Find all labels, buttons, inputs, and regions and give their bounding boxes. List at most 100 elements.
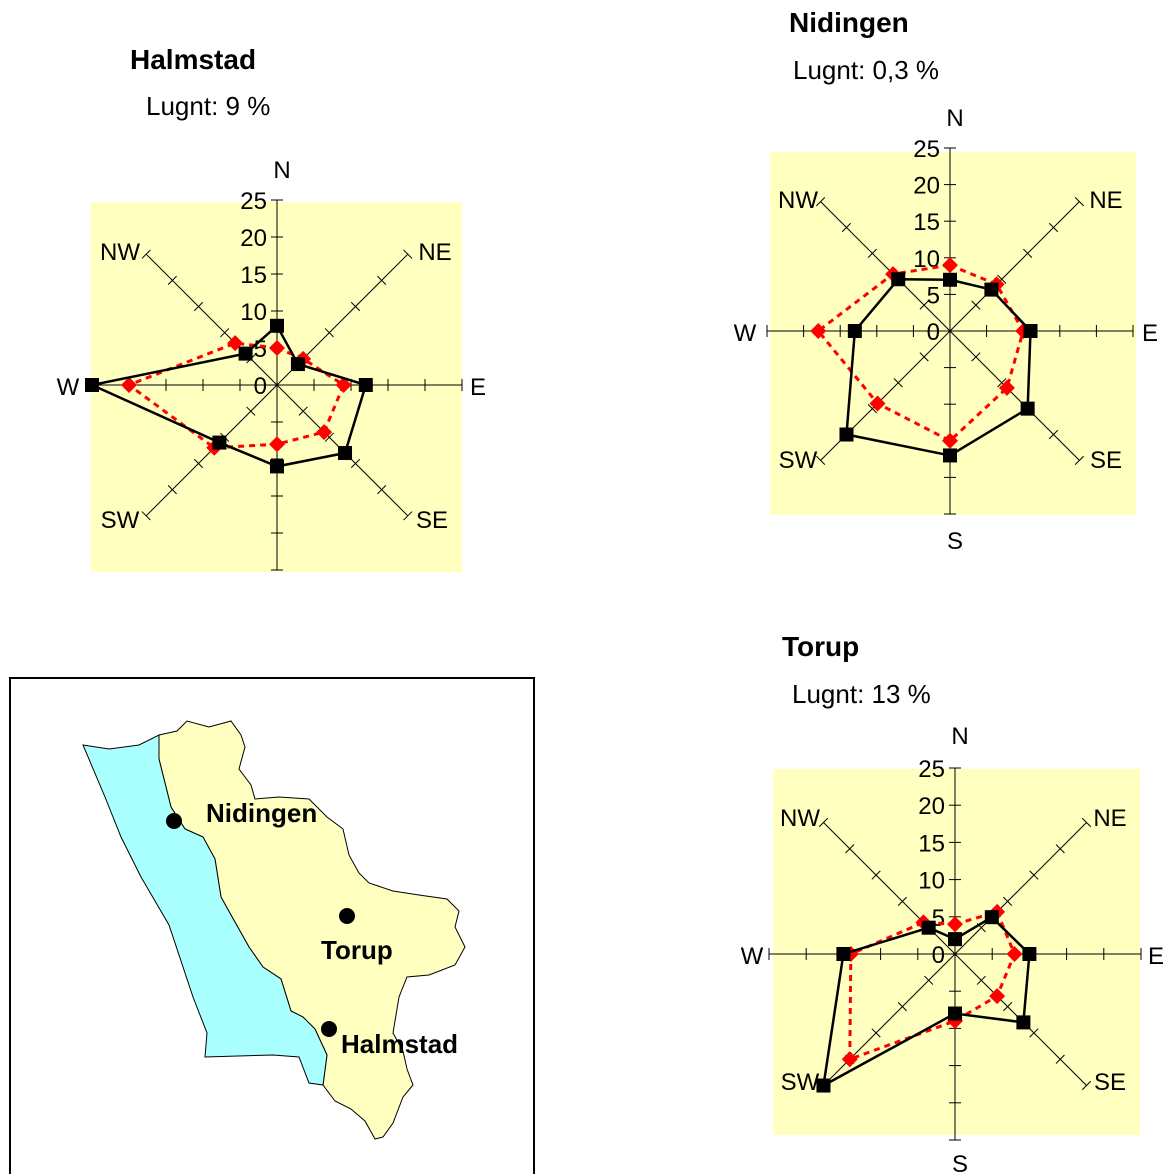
- axis-tick: [1081, 817, 1092, 828]
- tick-label: 0: [927, 319, 940, 346]
- data-point-e: [1023, 324, 1038, 338]
- axis-tick: [1048, 222, 1059, 233]
- axis-tick: [246, 406, 256, 416]
- axis-tick: [1023, 248, 1033, 258]
- axis-ne: [949, 201, 1080, 332]
- axis-tick: [976, 975, 986, 985]
- axis-tick: [1029, 870, 1039, 880]
- data-point-sw: [816, 1078, 831, 1093]
- data-point-s: [942, 432, 958, 449]
- axis-tick: [220, 328, 230, 338]
- axis-tick: [816, 455, 826, 465]
- nidingen-subtitle: Lugnt: 0,3 %: [793, 55, 939, 85]
- torup-marker: [339, 908, 355, 924]
- axis-tick: [324, 328, 334, 338]
- tick-label: 20: [240, 225, 267, 252]
- axis-tick: [1074, 197, 1084, 207]
- axis-tick: [167, 485, 177, 495]
- tick-label: 25: [913, 136, 940, 163]
- halland-map: Nidingen Torup Halmstad: [9, 677, 535, 1174]
- axis-tick: [871, 870, 881, 880]
- axis-tick: [1055, 1054, 1065, 1064]
- axis-tick: [867, 404, 877, 414]
- axis-tick: [193, 458, 204, 469]
- direction-label-n: N: [951, 723, 968, 750]
- axis-tick: [1081, 1080, 1092, 1091]
- axis-tick: [997, 378, 1007, 388]
- data-point-se: [998, 379, 1015, 396]
- data-point-w: [810, 323, 827, 339]
- halmstad-marker: [321, 1021, 337, 1037]
- data-point-e: [1022, 947, 1037, 961]
- data-point-w: [85, 378, 99, 392]
- axis-tick: [897, 896, 907, 906]
- data-point-se: [1020, 401, 1035, 416]
- axis-tick: [1074, 455, 1084, 465]
- axis-tick: [1003, 1002, 1013, 1012]
- axis-tick: [141, 249, 151, 259]
- series-line-1: [816, 263, 1025, 443]
- direction-label-e: E: [470, 374, 486, 401]
- data-point-sw: [869, 395, 886, 412]
- axis-tick: [971, 352, 981, 362]
- axis-nw: [145, 253, 278, 386]
- data-point-se: [1016, 1015, 1031, 1030]
- axis-tick: [403, 511, 413, 521]
- data-point-w: [847, 324, 862, 338]
- direction-label-e: E: [1142, 320, 1158, 347]
- data-point-n: [942, 257, 958, 274]
- tick-label: 0: [254, 373, 267, 400]
- torup-subtitle: Lugnt: 13 %: [792, 679, 931, 709]
- axis-se: [949, 330, 1080, 461]
- data-point-n: [943, 272, 957, 287]
- data-point-s: [948, 1006, 962, 1021]
- nidingen-marker: [166, 813, 182, 829]
- data-point-ne: [984, 282, 999, 297]
- map-label-nidingen: Nidingen: [206, 798, 317, 828]
- axis-tick: [350, 458, 361, 469]
- axis-tick: [818, 817, 829, 828]
- direction-label-sw: SW: [781, 1069, 820, 1096]
- map-label-torup: Torup: [321, 935, 393, 965]
- direction-label-w: W: [57, 374, 80, 401]
- direction-label-ne: NE: [418, 239, 451, 266]
- data-point-w: [836, 947, 851, 961]
- direction-label-nw: NW: [780, 805, 820, 832]
- direction-label-w: W: [734, 320, 757, 347]
- tick-label: 20: [918, 793, 945, 820]
- map-label-halmstad: Halmstad: [341, 1029, 458, 1059]
- data-point-e: [358, 378, 373, 392]
- direction-label-se: SE: [1094, 1069, 1126, 1096]
- axis-sw: [823, 953, 956, 1086]
- direction-label-w: W: [741, 943, 764, 970]
- axis-tick: [924, 975, 934, 985]
- data-point-n: [948, 932, 962, 947]
- data-point-sw: [212, 435, 227, 450]
- axis-tick: [141, 511, 151, 521]
- axis-tick: [193, 301, 204, 312]
- axis-ne: [954, 822, 1087, 955]
- axis-tick: [997, 274, 1007, 284]
- data-point-nw: [238, 346, 253, 361]
- data-point-s: [270, 459, 284, 474]
- tick-label: 5: [927, 282, 940, 309]
- direction-label-se: SE: [1090, 447, 1122, 474]
- direction-label-ne: NE: [1093, 805, 1126, 832]
- axis-tick: [298, 406, 308, 416]
- tick-label: 20: [913, 173, 940, 200]
- direction-label-n: N: [273, 157, 290, 184]
- axis-tick: [816, 197, 826, 207]
- series-line-1: [848, 910, 1017, 1062]
- data-point-sw: [839, 427, 854, 442]
- tick-label: 25: [918, 756, 945, 783]
- tick-label: 10: [918, 868, 945, 895]
- data-point-sw: [841, 1051, 858, 1068]
- axis-tick: [403, 249, 413, 259]
- direction-label-s: S: [952, 1151, 968, 1174]
- axis-tick: [1029, 1028, 1039, 1038]
- data-point-n: [947, 916, 963, 933]
- direction-label-nw: NW: [778, 187, 818, 214]
